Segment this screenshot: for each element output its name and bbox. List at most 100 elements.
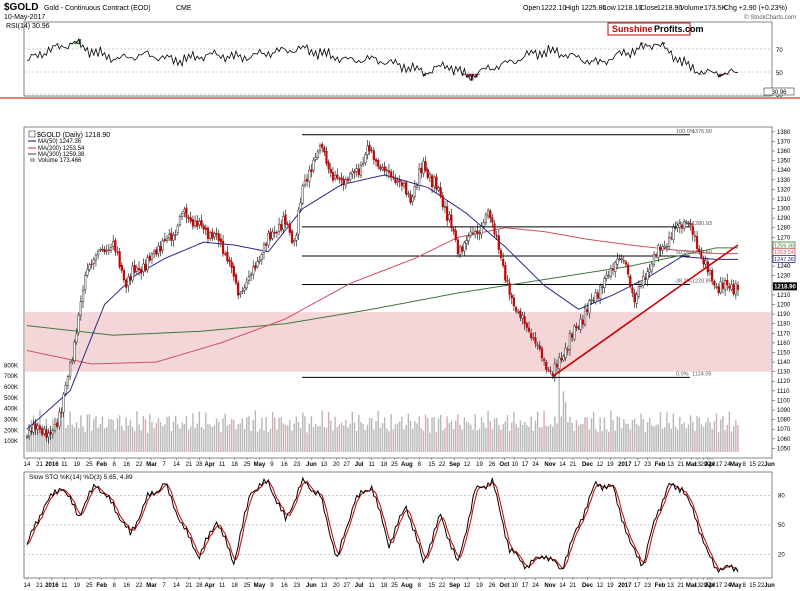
candle-body <box>114 240 117 252</box>
candle-body <box>456 239 460 254</box>
x-tick-label: 8 <box>113 462 117 468</box>
candle-body <box>482 222 485 227</box>
candle-body <box>700 253 703 258</box>
volume-bar <box>495 418 498 452</box>
candle-body <box>58 411 61 427</box>
volume-bar <box>142 416 145 452</box>
candle-body <box>125 279 128 288</box>
x-tick-label: 20 <box>700 583 707 589</box>
volume-bar <box>554 416 556 452</box>
candle-body <box>73 341 76 362</box>
candle-body <box>622 260 625 262</box>
price-tick-label: 1050 <box>777 446 791 452</box>
candle-body <box>77 314 80 333</box>
x-tick-label: 17 <box>716 462 723 468</box>
volume-bar <box>558 374 560 452</box>
candle-body <box>676 225 679 228</box>
volume-bar <box>95 416 97 452</box>
volume-bar <box>215 418 218 452</box>
x-tick-label: 28 <box>196 583 203 589</box>
fib-ratio-label: 50.0% <box>676 250 692 256</box>
candle-body <box>157 245 160 254</box>
x-tick-label: 9 <box>270 583 274 589</box>
volume-bar <box>461 429 463 452</box>
candle-body <box>99 249 102 251</box>
candle-body <box>652 254 656 266</box>
candle-body <box>581 319 584 325</box>
candle-body <box>379 166 382 170</box>
candle-body <box>30 431 33 433</box>
volume-bar <box>213 425 216 452</box>
x-tick-label: Feb <box>96 583 107 589</box>
volume-bar <box>302 412 304 452</box>
candle-body <box>47 432 50 438</box>
volume-bar <box>552 426 554 452</box>
volume-bar <box>209 424 211 452</box>
candle-body <box>659 247 662 251</box>
candle-body <box>178 216 182 225</box>
candle-body <box>605 274 608 279</box>
x-tick-label: 20 <box>333 583 340 589</box>
candle-body <box>517 311 520 313</box>
volume-bar <box>610 410 612 452</box>
volume-bar <box>138 424 140 452</box>
candle-body <box>155 249 158 255</box>
volume-bar <box>164 424 166 452</box>
volume-bar <box>409 420 412 452</box>
x-tick-label: Apr <box>204 462 215 468</box>
candle-body <box>599 285 602 299</box>
x-tick-label: 7 <box>162 462 166 468</box>
x-tick-label: 26 <box>489 462 496 468</box>
volume-bar <box>228 424 231 452</box>
volume-bars <box>26 374 739 452</box>
x-tick-label: 9 <box>270 462 274 468</box>
volume-bar <box>616 416 619 452</box>
candle-body <box>224 253 227 255</box>
candle-body <box>723 280 727 290</box>
volume-bar <box>220 431 222 452</box>
volume-bar <box>379 427 382 452</box>
x-tick-label: Aug <box>401 583 413 589</box>
volume-bar <box>702 426 705 452</box>
candle-body <box>721 282 725 289</box>
candle-body <box>428 174 431 178</box>
candle-body <box>381 167 384 170</box>
volume-bar <box>88 414 91 452</box>
volume-bar <box>205 412 207 452</box>
volume-bar <box>668 423 670 452</box>
volume-bar <box>659 412 662 452</box>
candle-body <box>249 273 253 276</box>
candle-body <box>148 255 151 261</box>
candle-body <box>127 276 130 287</box>
volume-bar <box>202 428 205 452</box>
volume-bar <box>312 426 315 452</box>
candle-body <box>426 169 429 178</box>
candle-body <box>704 260 707 265</box>
rsi-oversold-fill <box>718 73 722 78</box>
candle-body <box>420 167 423 173</box>
x-tick-label: 11 <box>368 583 375 589</box>
candle-body <box>92 259 95 264</box>
volume-bar <box>528 426 530 452</box>
candle-body <box>43 428 46 435</box>
fib-value-label: 1280.93 <box>692 221 712 227</box>
candle-body <box>312 159 315 171</box>
volume-axis-label: 400K <box>4 407 18 413</box>
volume-bar <box>80 415 82 452</box>
volume-bar <box>71 424 73 452</box>
volume-bar <box>75 422 78 452</box>
candle-body <box>695 236 699 250</box>
candle-body <box>308 169 311 182</box>
x-tick-label: 18 <box>381 462 388 468</box>
candle-body <box>592 300 595 302</box>
volume-bar <box>287 425 289 452</box>
volume-bar <box>315 424 317 452</box>
candle-body <box>357 168 360 176</box>
volume-bar <box>127 425 129 452</box>
volume-bar <box>717 432 720 452</box>
rsi-last-value-box <box>763 87 795 96</box>
candle-body <box>400 181 403 187</box>
volume-bar <box>437 418 440 452</box>
volume-bar <box>319 425 321 452</box>
candle-body <box>327 161 330 170</box>
